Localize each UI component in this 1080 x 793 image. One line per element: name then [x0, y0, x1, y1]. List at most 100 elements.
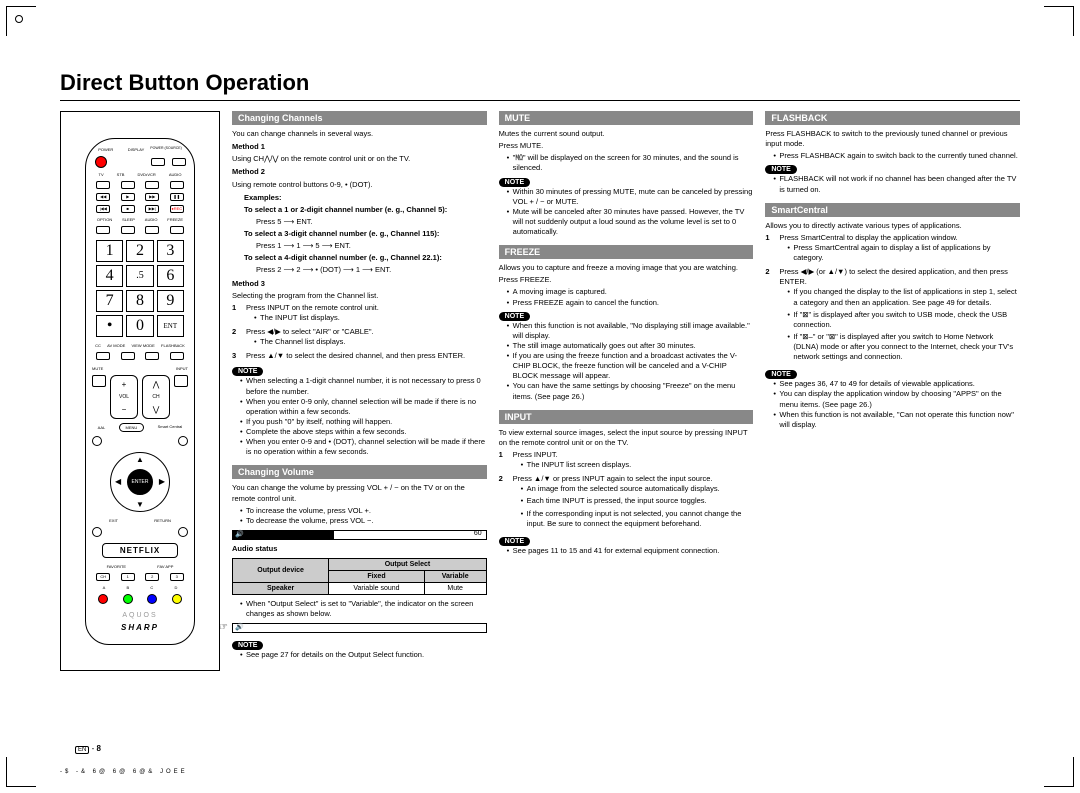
green-btn[interactable]	[123, 594, 133, 604]
num-1[interactable]: 1	[96, 240, 123, 262]
sec-input: INPUT	[499, 410, 754, 424]
sec-smartcentral: SmartCentral	[765, 203, 1020, 217]
fav1-btn[interactable]: 1	[121, 573, 135, 581]
input-btn[interactable]	[174, 375, 188, 387]
power-button[interactable]	[95, 156, 107, 168]
num-0[interactable]: 0	[126, 315, 153, 337]
note-badge-6: NOTE	[765, 165, 796, 174]
option-btn[interactable]	[96, 226, 110, 234]
num-dot[interactable]: •	[96, 315, 123, 337]
vol-rocker[interactable]: +VOL−	[110, 375, 138, 419]
dev-dvd: DVD•VCR	[137, 172, 155, 177]
freeze-btn[interactable]	[170, 226, 184, 234]
in-s2a: An image from the selected source automa…	[521, 484, 754, 494]
fav2-btn[interactable]: 2	[145, 573, 159, 581]
mute-label: MUTE	[92, 366, 103, 371]
return-btn[interactable]	[178, 527, 188, 537]
th-device: Output device	[233, 559, 329, 583]
return-label: RETURN	[154, 518, 171, 523]
sleep-btn[interactable]	[121, 226, 135, 234]
flashback-btn[interactable]	[170, 352, 184, 360]
num-8[interactable]: 8	[126, 290, 153, 312]
nav-ring[interactable]: ▲ ▼ ◀ ▶ ENTER	[110, 452, 170, 512]
stop-btn[interactable]: ■	[121, 205, 135, 213]
note-badge-5: NOTE	[499, 537, 530, 546]
left-arrow[interactable]: ◀	[115, 477, 121, 486]
num-ent[interactable]: ENT	[157, 315, 184, 337]
method3-text: Selecting the program from the Channel l…	[232, 291, 487, 301]
fav3-btn[interactable]: 3	[170, 573, 184, 581]
sec-freeze: FREEZE	[499, 245, 754, 259]
enter-btn[interactable]: ENTER	[127, 469, 153, 495]
crop-mark	[6, 757, 36, 787]
th-var: Variable	[424, 571, 486, 583]
num-3[interactable]: 3	[157, 240, 184, 262]
dev-stb: STB	[117, 172, 125, 177]
cc-label: CC	[95, 343, 101, 348]
fav-label: FAVORITE	[107, 564, 126, 569]
numpad: 1 2 3 4 .5 6 7 8 9 • 0 ENT	[92, 238, 188, 339]
method3-steps: 1Press INPUT on the remote control unit.…	[232, 303, 487, 362]
cc-btn[interactable]	[96, 352, 110, 360]
yellow-btn[interactable]	[172, 594, 182, 604]
freeze-label: FREEZE	[167, 217, 183, 222]
audio-btn[interactable]	[170, 181, 184, 189]
dvd-btn[interactable]	[145, 181, 159, 189]
menu-label[interactable]: MENU	[119, 423, 145, 432]
num-2[interactable]: 2	[126, 240, 153, 262]
sec-flashback: FLASHBACK	[765, 111, 1020, 125]
mute-btn[interactable]	[92, 375, 106, 387]
let-b: B	[127, 585, 130, 590]
netflix-btn[interactable]: NETFLIX	[102, 543, 178, 558]
ch-rocker[interactable]: ⋀CH⋁	[142, 375, 170, 419]
favch-btn[interactable]: CH	[96, 573, 110, 581]
next-btn[interactable]: ▶▶|	[145, 205, 159, 213]
dev-tv: TV	[99, 172, 104, 177]
freeze-a: A moving image is captured.	[507, 287, 754, 297]
powersrc-label: POWER (SOURCE)	[150, 147, 182, 151]
ex3: To select a 4-digit channel number (e. g…	[244, 253, 487, 263]
powersrc-button[interactable]	[172, 158, 186, 166]
exit-btn[interactable]	[92, 527, 102, 537]
play-btn[interactable]: ▶	[121, 193, 135, 201]
aal-btn[interactable]	[92, 436, 102, 446]
pause-btn[interactable]: ❚❚	[170, 193, 184, 201]
note-badge-3: NOTE	[499, 178, 530, 187]
cc-n3: If you push "0" by itself, nothing will …	[240, 417, 487, 427]
dev-audio: AUDIO	[169, 172, 182, 177]
blue-btn[interactable]	[147, 594, 157, 604]
ex3p: Press 2 ⟶ 2 ⟶ • (DOT) ⟶ 1 ⟶ ENT.	[244, 265, 487, 275]
num-9[interactable]: 9	[157, 290, 184, 312]
red-btn[interactable]	[98, 594, 108, 604]
cc-notes: When selecting a 1-digit channel number,…	[232, 376, 487, 457]
ex2p: Press 1 ⟶ 1 ⟶ 5 ⟶ ENT.	[244, 241, 487, 251]
method1-head: Method 1	[232, 142, 487, 152]
volume-bar-graphic: 🔊 60	[232, 530, 487, 540]
down-arrow[interactable]: ▼	[136, 500, 144, 509]
smart-btn[interactable]	[178, 436, 188, 446]
let-a: A	[103, 585, 106, 590]
num-5[interactable]: .5	[126, 265, 153, 287]
stb-btn[interactable]	[121, 181, 135, 189]
avmode-label: AV MODE	[107, 343, 125, 348]
viewmode-btn[interactable]	[145, 352, 159, 360]
prev-btn[interactable]: |◀◀	[96, 205, 110, 213]
num-7[interactable]: 7	[96, 290, 123, 312]
ff-btn[interactable]: ▶▶	[145, 193, 159, 201]
num-4[interactable]: 4	[96, 265, 123, 287]
m3s2: Press ◀/▶ to select "AIR" or "CABLE".	[246, 327, 374, 336]
rec-btn[interactable]: ●REC	[170, 205, 184, 213]
num-6[interactable]: 6	[157, 265, 184, 287]
tv-btn[interactable]	[96, 181, 110, 189]
up-arrow[interactable]: ▲	[136, 455, 144, 464]
cc-n4: Complete the above steps within a few se…	[240, 427, 487, 437]
avmode-btn[interactable]	[121, 352, 135, 360]
right-arrow[interactable]: ▶	[159, 477, 165, 486]
display-button[interactable]	[151, 158, 165, 166]
freeze-n1: When this function is not available, "No…	[507, 321, 754, 341]
remote-frame: POWER DISPLAY POWER (SOURCE) TV	[60, 111, 220, 671]
audio-status-head: Audio status	[232, 544, 487, 554]
audio-btn2[interactable]	[145, 226, 159, 234]
rew-btn[interactable]: ◀◀	[96, 193, 110, 201]
mute-intro: Mutes the current sound output.	[499, 129, 754, 139]
